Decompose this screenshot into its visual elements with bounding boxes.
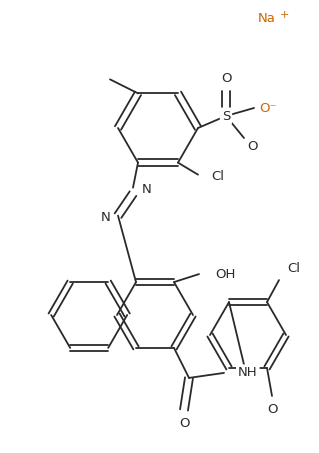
Text: O: O [179, 417, 189, 430]
Text: +: + [280, 10, 289, 20]
Text: O: O [221, 72, 231, 86]
Text: S: S [222, 110, 230, 122]
Text: O⁻: O⁻ [259, 101, 277, 115]
Text: O: O [267, 404, 277, 416]
Text: O: O [247, 140, 257, 153]
Text: N: N [101, 211, 111, 224]
Text: Cl: Cl [211, 170, 224, 183]
Text: Na: Na [258, 11, 276, 24]
Text: OH: OH [215, 268, 235, 280]
Text: N: N [142, 183, 152, 196]
Text: NH: NH [238, 366, 258, 380]
Text: Cl: Cl [287, 261, 300, 275]
